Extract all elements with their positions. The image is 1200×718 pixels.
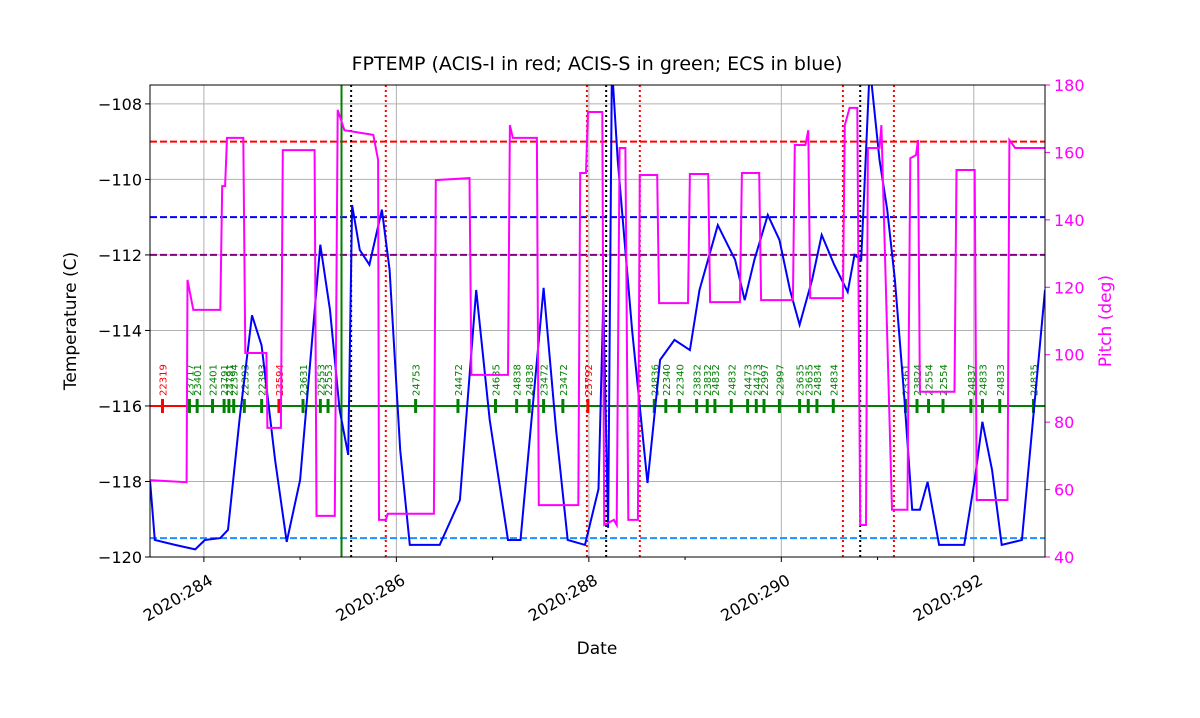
obsid-label: 24472 xyxy=(454,364,465,396)
obsid-label: 24835 xyxy=(1029,364,1040,396)
x-axis-label: Date xyxy=(577,639,618,659)
obsid-label: 23824 xyxy=(913,364,924,396)
obsid-label: 24834 xyxy=(829,364,840,396)
obsid-label: 23635 xyxy=(804,364,815,396)
y2-tick-label: 60 xyxy=(1054,481,1074,500)
obsid-label: 24833 xyxy=(978,364,989,396)
obsid-label: 22554 xyxy=(925,364,936,396)
obsid-label: 24635 xyxy=(491,364,502,396)
obsid-label: 23472 xyxy=(540,364,551,396)
obsid-label: 22997 xyxy=(775,364,786,396)
y-tick-label: −110 xyxy=(98,170,142,189)
obsid-label: 24838 xyxy=(525,364,536,396)
obsid-label: 22553 xyxy=(324,364,335,396)
obsid-label: 24473 xyxy=(752,364,763,396)
obsid-label: 22553 xyxy=(316,364,327,396)
obsid-label: 24834 xyxy=(813,364,824,396)
obsid-label: 23472 xyxy=(559,364,570,396)
chart-title: FPTEMP (ACIS-I in red; ACIS-S in green; … xyxy=(352,53,843,75)
obsid-label: 22393 xyxy=(258,364,269,396)
data-line xyxy=(150,106,1045,529)
obsid-label: 22340 xyxy=(662,364,673,396)
plot-frame xyxy=(149,84,1046,558)
y2-tick-label: 100 xyxy=(1054,346,1085,365)
y2-tick-label: 140 xyxy=(1054,211,1085,230)
y-tick-label: −112 xyxy=(98,246,142,265)
y-tick-label: −116 xyxy=(98,397,142,416)
y2-tick-label: 180 xyxy=(1054,76,1085,95)
obsid-label: 23361 xyxy=(901,364,912,396)
obsid-label: 23832 xyxy=(693,364,704,396)
y2-tick-label: 160 xyxy=(1054,143,1085,162)
obsid-label: 22401 xyxy=(209,364,220,396)
obsid-label: 23631 xyxy=(299,364,310,396)
obsid-label: 22319 xyxy=(159,364,170,396)
obsid-label: 24837 xyxy=(967,364,978,396)
y2-axis-label: Pitch (deg) xyxy=(1096,275,1116,367)
obsid-label: 23401 xyxy=(193,364,204,396)
obsid-label: 24838 xyxy=(513,364,524,396)
y2-tick-label: 40 xyxy=(1054,548,1074,567)
y2-tick-label: 80 xyxy=(1054,413,1074,432)
obsid-label: 22393 xyxy=(240,364,251,396)
y-axis-label: Temperature (C) xyxy=(61,252,81,391)
data-line xyxy=(150,85,1045,551)
y-tick-label: −118 xyxy=(98,472,142,491)
obsid-label: 23791 xyxy=(225,364,236,396)
obsid-label: 22997 xyxy=(760,364,771,396)
obsid-label: 24833 xyxy=(996,364,1007,396)
obsid-label: 24836 xyxy=(650,364,661,396)
obsid-label: 24832 xyxy=(711,364,722,396)
y-tick-label: −120 xyxy=(98,548,142,567)
obsid-label: 24753 xyxy=(412,364,423,396)
obsid-label: 22554 xyxy=(939,364,950,396)
obsid-label: 22394 xyxy=(230,364,241,396)
obsid-label: 24473 xyxy=(744,364,755,396)
y-tick-label: −114 xyxy=(98,321,142,340)
obsid-label: 23635 xyxy=(796,364,807,396)
y-tick-label: −108 xyxy=(98,95,142,114)
y2-tick-label: 120 xyxy=(1054,278,1085,297)
obsid-label: 25792 xyxy=(584,364,595,396)
obsid-label: 24832 xyxy=(727,364,738,396)
obsid-label: 23717 xyxy=(185,364,196,396)
obsid-label: 23791 xyxy=(220,364,231,396)
obsid-label: 23832 xyxy=(703,364,714,396)
obsid-label: 22340 xyxy=(675,364,686,396)
